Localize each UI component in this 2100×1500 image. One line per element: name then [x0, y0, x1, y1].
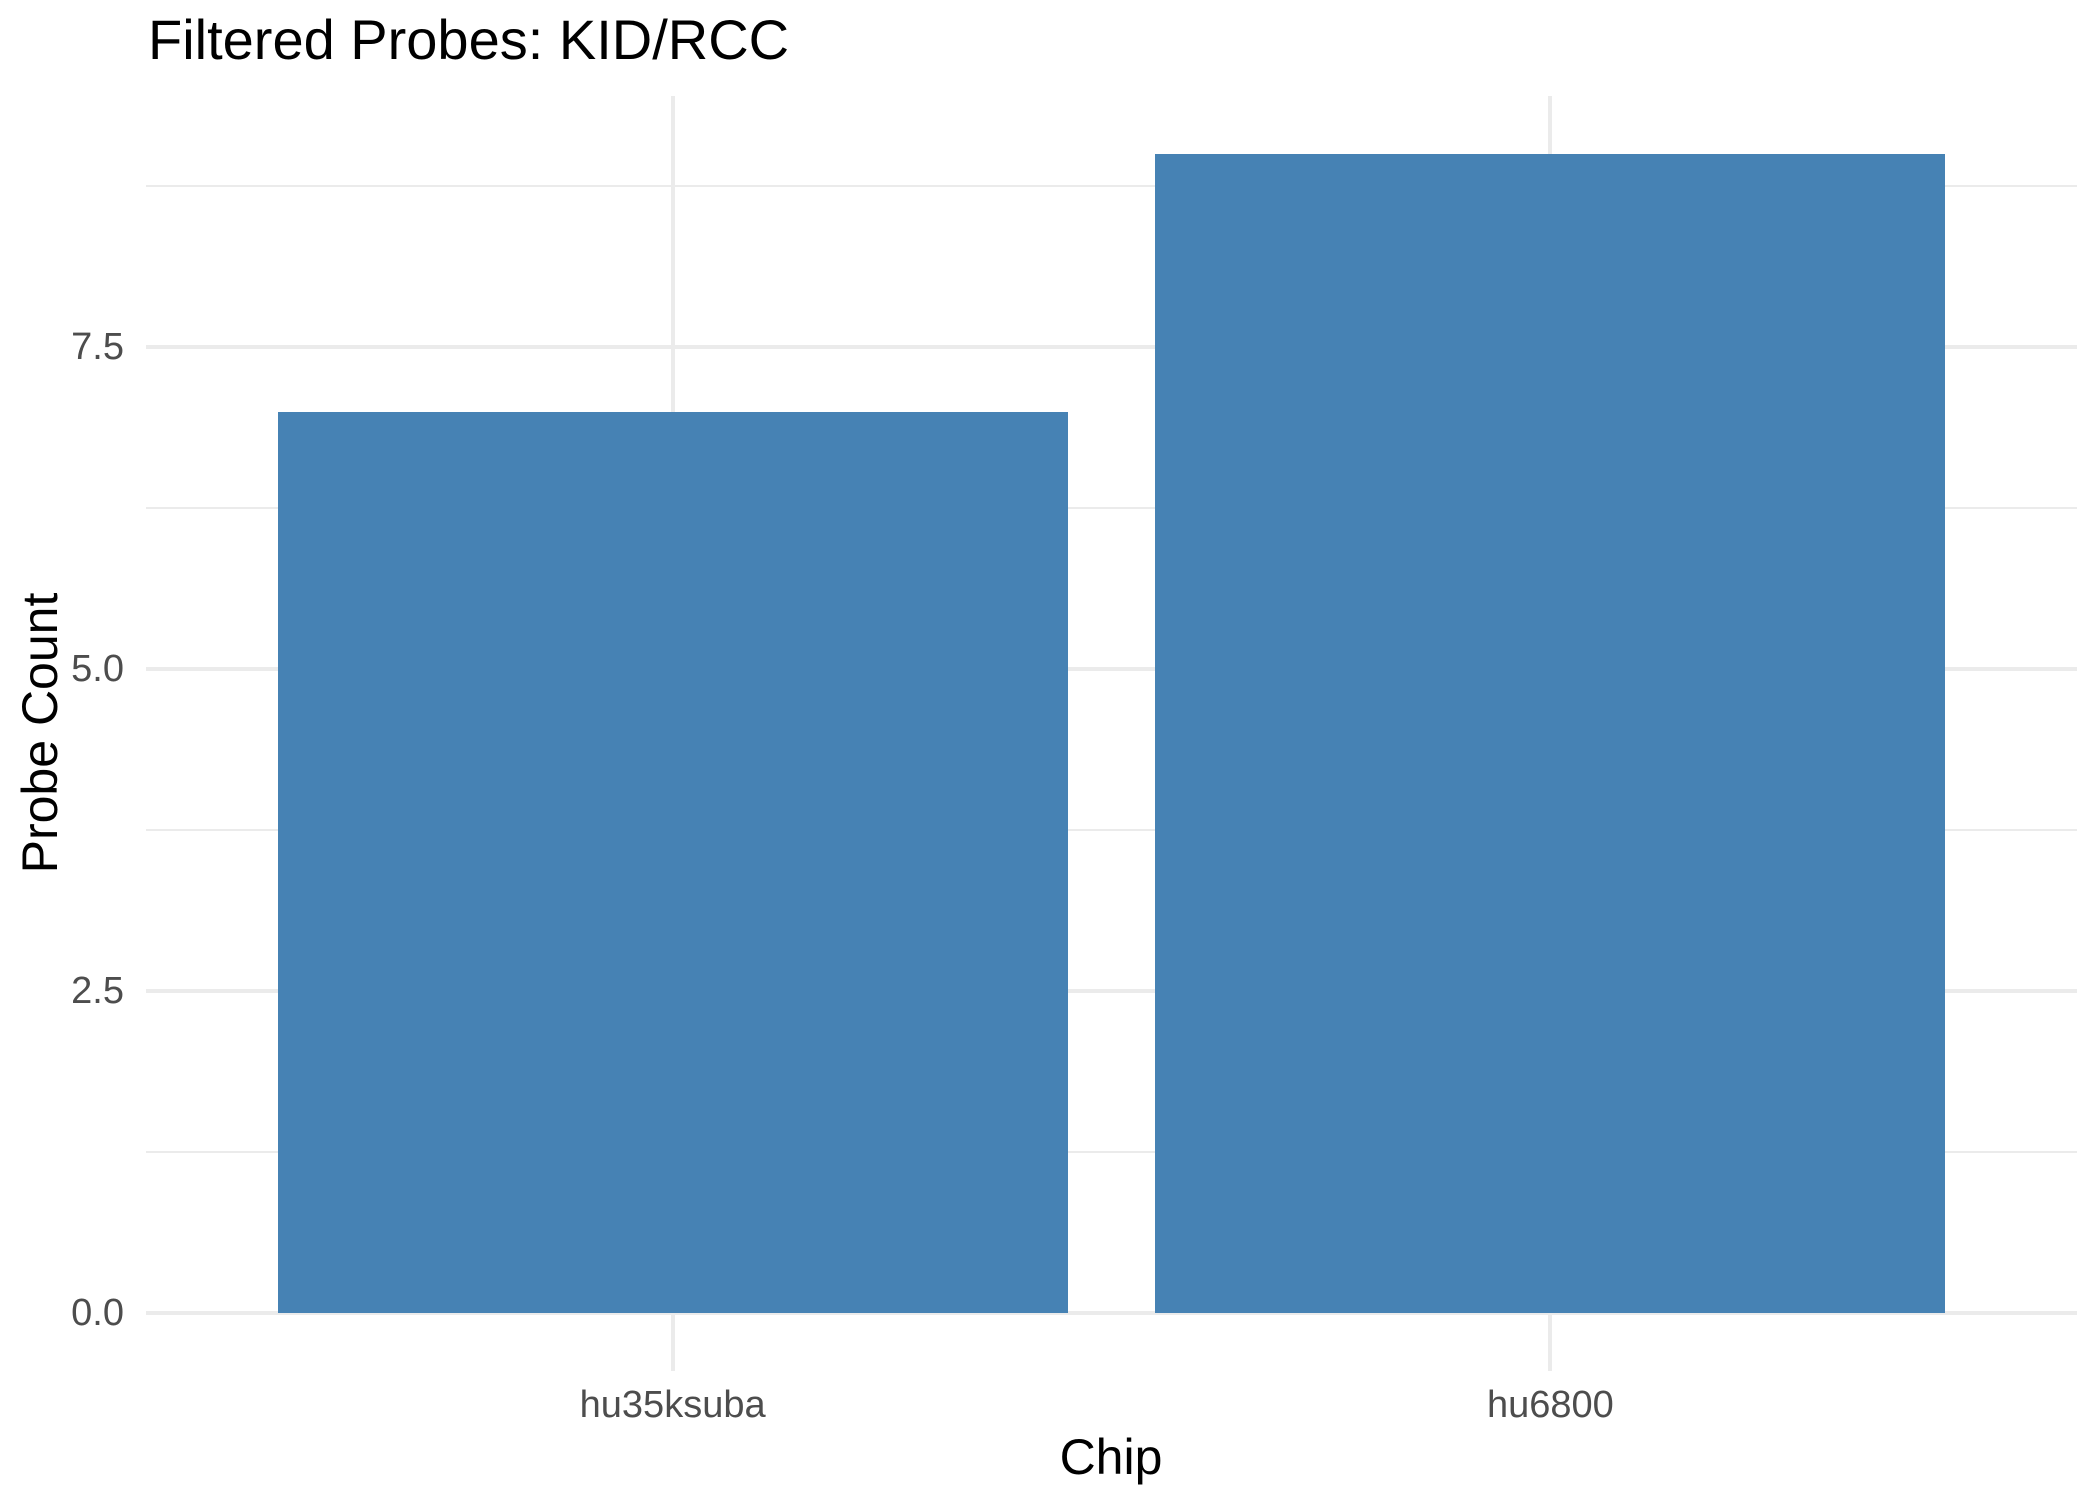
- bar-hu6800: [1155, 153, 1946, 1314]
- gridline-minor-y-8.75: [146, 185, 2077, 188]
- gridline-major-y-0: [146, 1311, 2077, 1316]
- gridline-major-y-7.5: [146, 345, 2077, 350]
- gridline-minor-y-3.75: [146, 829, 2077, 832]
- y-tick-label-2.5: 2.5: [71, 970, 124, 1013]
- x-tick-label-hu35ksuba: hu35ksuba: [579, 1384, 766, 1426]
- y-axis-title: Probe Count: [12, 592, 68, 874]
- x-tick-label-hu6800: hu6800: [1486, 1384, 1614, 1426]
- gridline-minor-y-1.25: [146, 1151, 2077, 1154]
- chart-title: Filtered Probes: KID/RCC: [148, 8, 790, 71]
- plot-panel: [146, 96, 2077, 1371]
- bar-hu35ksuba: [277, 411, 1068, 1314]
- gridline-major-y-2.5: [146, 989, 2077, 994]
- gridline-major-y-5: [146, 667, 2077, 672]
- y-tick-label-0.0: 0.0: [71, 1292, 124, 1335]
- x-axis-title: Chip: [1059, 1429, 1163, 1485]
- y-tick-label-7.5: 7.5: [71, 326, 124, 369]
- y-tick-label-5.0: 5.0: [71, 648, 124, 691]
- gridline-minor-y-6.25: [146, 507, 2077, 510]
